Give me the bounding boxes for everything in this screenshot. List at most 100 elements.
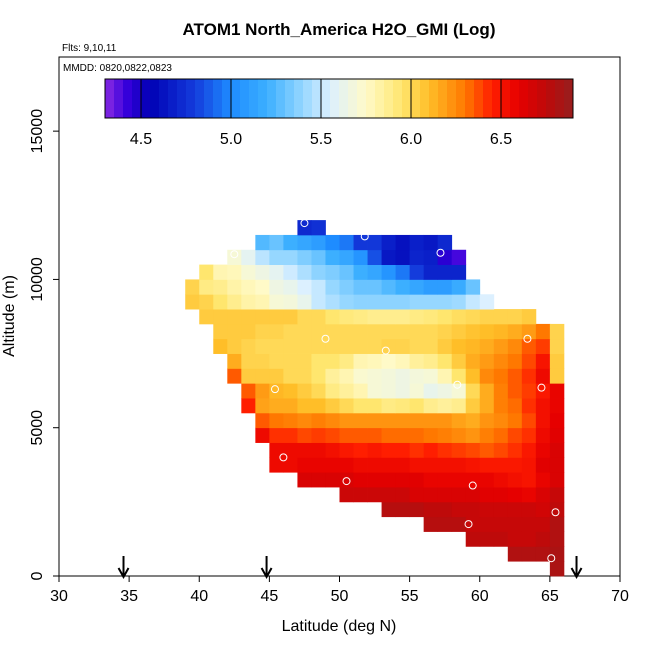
colorbar-segment [411, 79, 421, 118]
heatmap-cell [507, 472, 523, 488]
colorbar-segment [465, 79, 475, 118]
heatmap-cell [423, 294, 439, 310]
observation-point [537, 383, 546, 392]
heatmap-cell [325, 427, 340, 443]
y-axis: 0 5000 10000 15000 [29, 109, 59, 580]
colorbar-segment [384, 79, 394, 118]
heatmap-cell [255, 279, 270, 295]
heatmap-cell [367, 368, 382, 384]
heatmap-cell [283, 398, 298, 414]
heatmap-cell [423, 279, 439, 295]
heatmap-cell [409, 472, 425, 488]
heatmap-cell [325, 338, 340, 354]
heatmap-cell [213, 323, 228, 340]
heatmap-cell [325, 234, 340, 251]
x-tick-label: 65 [541, 588, 559, 605]
heatmap-cell [283, 234, 298, 251]
colorbar-segment [420, 79, 430, 118]
heatmap-cell [227, 264, 242, 280]
colorbar-segment [492, 79, 502, 118]
heatmap-cell [339, 442, 354, 458]
heatmap-cell [241, 309, 256, 325]
heatmap-cell [479, 427, 495, 443]
heatmap-cell [283, 442, 298, 458]
heatmap-cell [227, 323, 242, 340]
heatmap-cell [353, 323, 368, 340]
heatmap-cell [255, 264, 270, 280]
heatmap-cell [451, 442, 467, 458]
heatmap-cell [479, 412, 495, 429]
observation-point [270, 385, 279, 394]
heatmap-cell [423, 487, 439, 503]
heatmap-cell [549, 472, 565, 488]
heatmap-cell [451, 487, 467, 503]
heatmap-cell [549, 353, 565, 369]
heatmap-cell [437, 353, 453, 369]
heatmap-cell [311, 234, 326, 251]
colorbar-tick-label: 4.5 [130, 131, 152, 148]
heatmap-cell [535, 368, 551, 384]
heatmap-cell [283, 309, 298, 325]
heatmap-cell [297, 383, 312, 399]
heatmap-cell [339, 338, 354, 354]
heatmap-cell [395, 249, 411, 265]
heatmap-cell [381, 383, 396, 399]
chart-title: ATOM1 North_America H2O_GMI (Log) [183, 20, 496, 39]
heatmap-cell [367, 442, 382, 458]
heatmap-cell [283, 383, 298, 399]
heatmap-cell [423, 323, 439, 340]
heatmap-cell [479, 368, 495, 384]
observation-points [230, 219, 560, 563]
colorbar-segment [528, 79, 538, 118]
heatmap-cell [227, 338, 242, 354]
heatmap-cell [227, 279, 242, 295]
heatmap-cell [437, 457, 453, 473]
heatmap-cell [311, 412, 326, 429]
colorbar-segment [366, 79, 376, 118]
heatmap-cell [283, 323, 298, 340]
heatmap-cell [409, 442, 425, 458]
heatmap-cell [507, 338, 523, 354]
colorbar-tick-label: 5.5 [310, 131, 332, 148]
x-tick-label: 50 [331, 588, 349, 605]
heatmap-cell [339, 323, 354, 340]
heatmap-cell [325, 383, 340, 399]
heatmap-cell [367, 249, 382, 265]
heatmap-cell [395, 501, 411, 518]
heatmap-cell [269, 338, 284, 354]
heatmap-cell [339, 249, 354, 265]
heatmap-cell [325, 353, 340, 369]
x-tick-label: 45 [260, 588, 278, 605]
heatmap-cell [451, 264, 467, 280]
heatmap-cell [479, 442, 495, 458]
heatmap-cell [353, 338, 368, 354]
heatmap-cell [437, 279, 453, 295]
heatmap-cell [549, 516, 565, 532]
heatmap-cell [437, 427, 453, 443]
heatmap-cell [535, 398, 551, 414]
heatmap-cell [297, 472, 312, 488]
flight-marker-arrow-head [260, 567, 273, 580]
heatmap-cell [311, 279, 326, 295]
heatmap-cell [423, 383, 439, 399]
heatmap-cell [507, 383, 523, 399]
colorbar-segment [159, 79, 169, 118]
heatmap-cell [367, 234, 382, 251]
heatmap-cell [549, 442, 565, 458]
colorbar-segment [240, 79, 250, 118]
heatmap-cell [311, 472, 326, 488]
heatmap-cell [409, 294, 425, 310]
heatmap-cell [521, 309, 537, 325]
heatmap-cell [521, 412, 537, 429]
heatmap-cell [493, 442, 509, 458]
colorbar-segment [348, 79, 358, 118]
heatmap-cell [507, 427, 523, 443]
heatmap-cell [493, 427, 509, 443]
heatmap-cell [507, 412, 523, 429]
heatmap-cell [395, 412, 411, 429]
heatmap-cell [465, 383, 481, 399]
observation-point [230, 250, 239, 259]
heatmap-cell [381, 264, 396, 280]
heatmap-cell [451, 383, 467, 399]
